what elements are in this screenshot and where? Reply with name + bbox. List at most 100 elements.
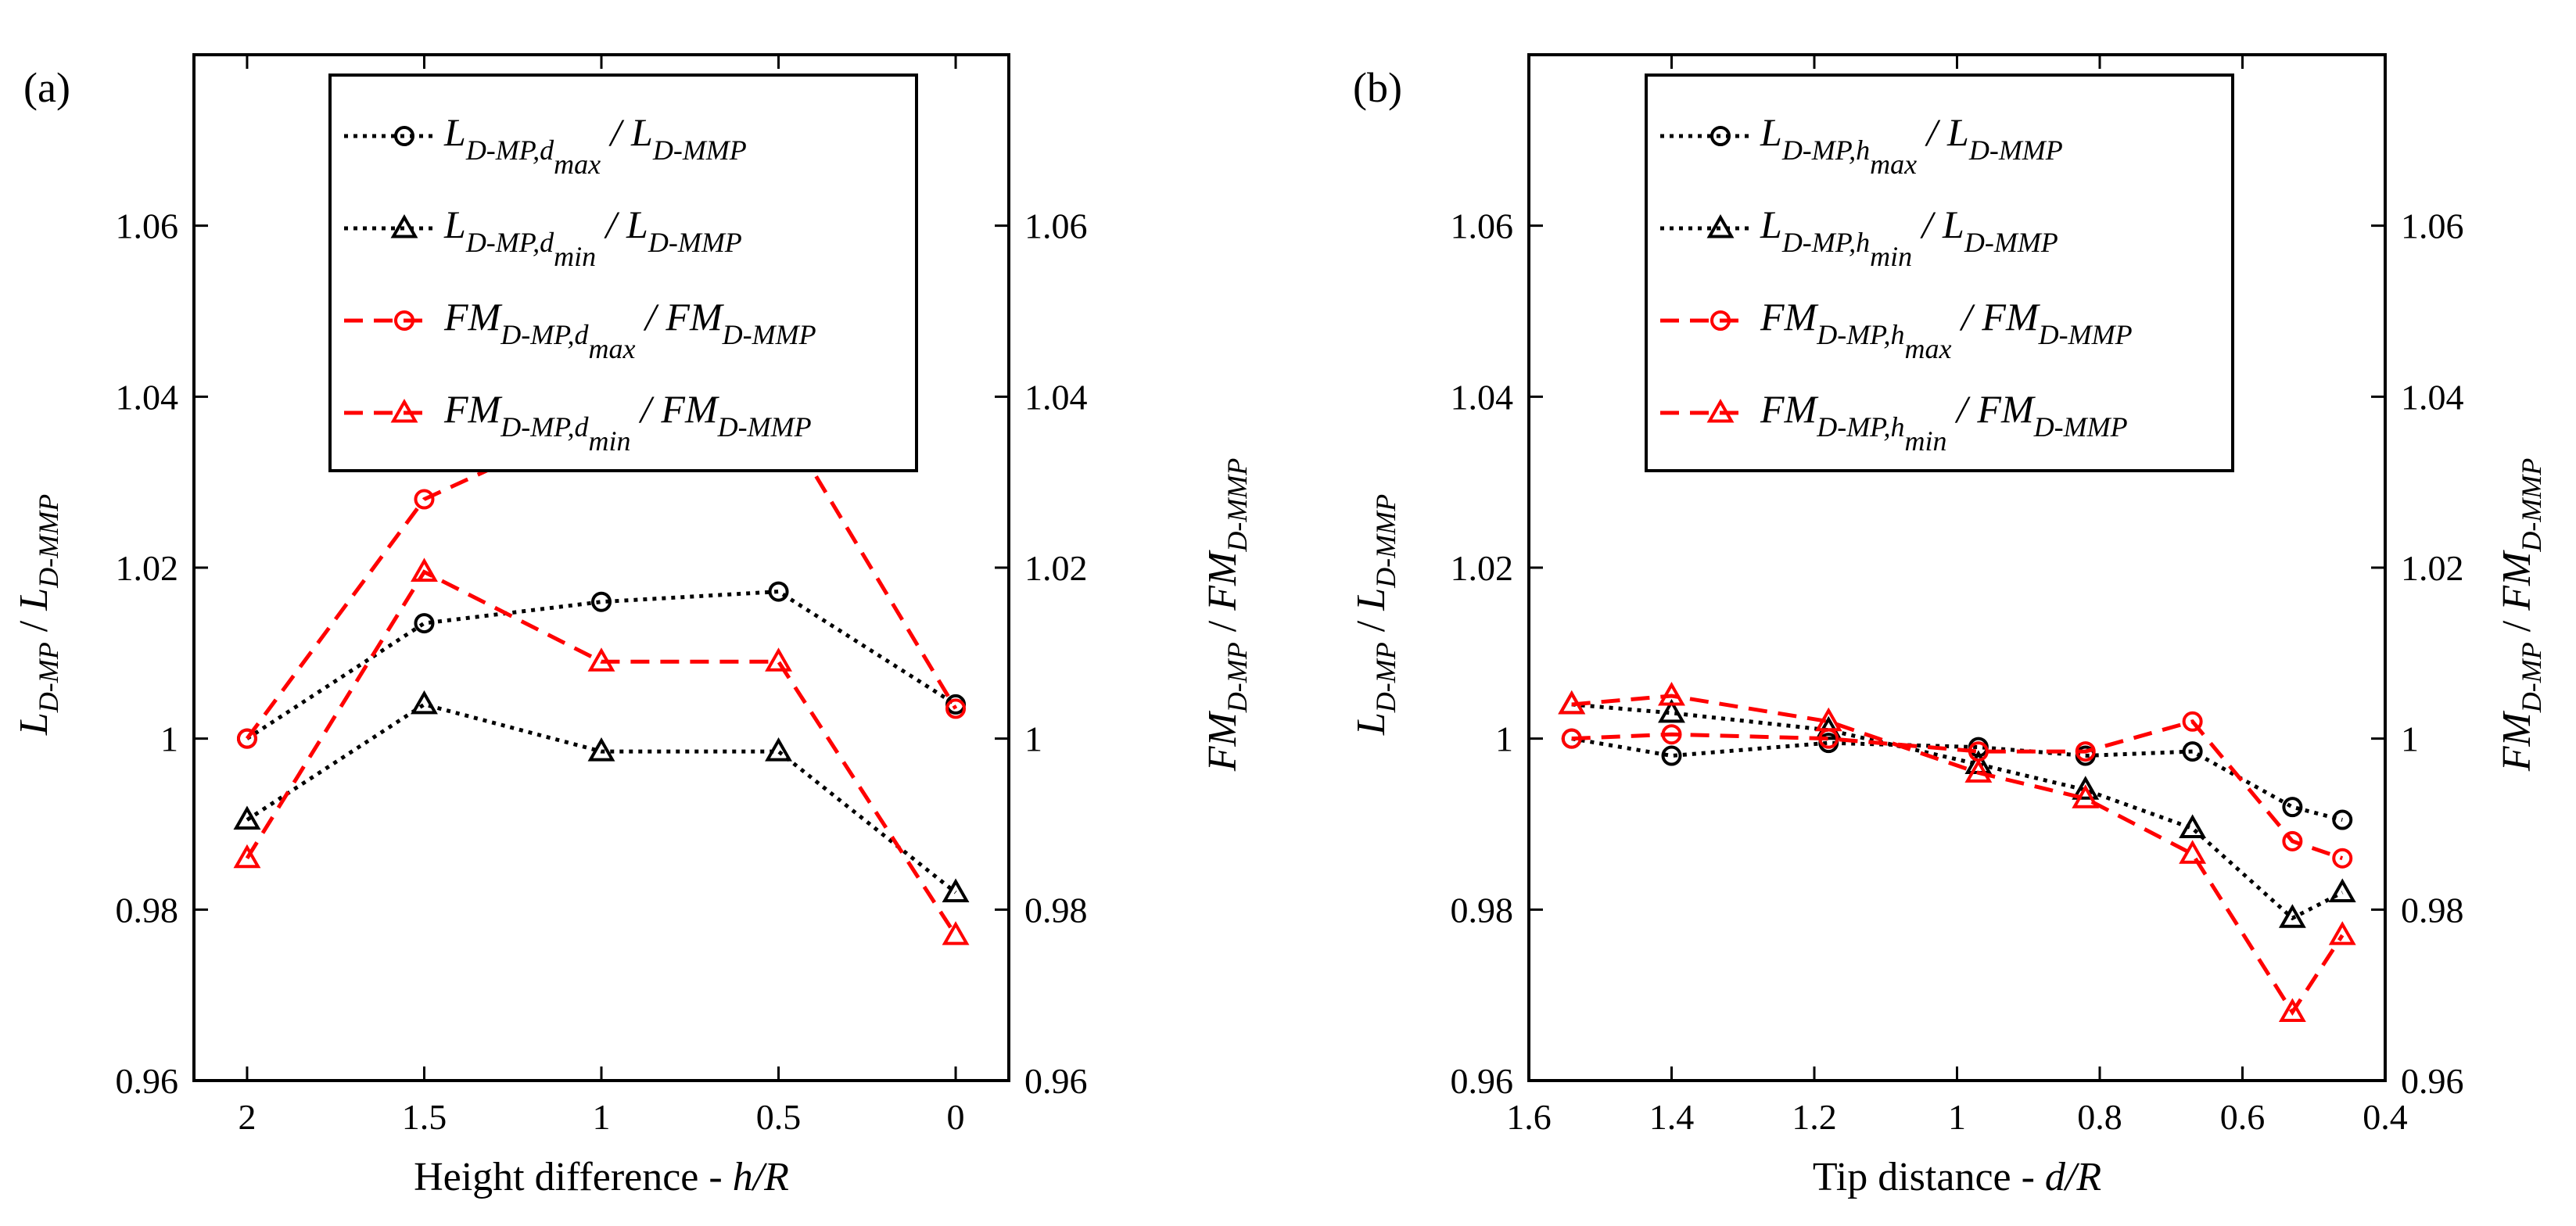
x-tick-label: 0.5 [756, 1097, 802, 1137]
data-point [2072, 776, 2100, 800]
legend-marker [1710, 310, 1731, 331]
data-point [2182, 711, 2203, 732]
series-line [245, 569, 958, 937]
legend-entry: LD-MP,dmax / LD-MMP [443, 110, 747, 180]
data-point [587, 737, 615, 762]
legend-entry: LD-MP,dmin / LD-MMP [443, 203, 742, 272]
data-point [2072, 784, 2100, 808]
x-tick-label: 1 [593, 1097, 611, 1137]
y-axis-title-left: LD-MP / LD-MMP [12, 494, 64, 736]
x-tick-label: 2 [238, 1097, 256, 1137]
x-tick-label: 1.2 [1792, 1097, 1837, 1137]
series-line [246, 590, 957, 740]
data-point [2179, 814, 2207, 838]
legend-entry: LD-MP,hmax / LD-MMP [1760, 110, 2063, 180]
legend-marker [1706, 213, 1735, 238]
data-point [765, 647, 792, 672]
series-line [1571, 694, 2345, 1016]
legend: LD-MP,dmax / LD-MMP LD-MP,dmin / LD-MMP FM… [328, 73, 918, 472]
legend-entry: FMD-MP,dmax / FMD-MMP [443, 295, 816, 364]
x-tick-label: 0.6 [2220, 1097, 2266, 1137]
panel-b: (b)1.6 1.4 1.2 1 0.8 0.6 0.40.96 0.960.98 0.981 1… [1349, 53, 2547, 1199]
data-point [945, 698, 967, 719]
y-tick-label-right: 1.02 [2401, 548, 2464, 588]
data-point [233, 805, 261, 830]
legend-marker [1706, 398, 1735, 423]
legend-entry: FMD-MP,hmax / FMD-MMP [1760, 295, 2133, 364]
y-axis-title-left: LD-MP / LD-MMP [1349, 494, 1401, 736]
data-point [1964, 758, 1993, 783]
x-tick-label: 1.5 [402, 1097, 447, 1137]
x-tick-label: 1 [1948, 1097, 1966, 1137]
x-tick-label: 1.6 [1506, 1097, 1552, 1137]
x-tick-label: 0.8 [2077, 1097, 2122, 1137]
series-line [1571, 719, 2344, 861]
y-tick-label-right: 1.06 [2401, 206, 2464, 246]
y-tick-label-left: 1 [160, 719, 178, 759]
y-tick-label-right: 0.98 [2401, 890, 2464, 930]
legend-entry: FMD-MP,dmin / FMD-MMP [443, 387, 812, 457]
data-point [1658, 698, 1685, 723]
series-3 [233, 557, 970, 945]
y-tick-label-left: 0.96 [1451, 1061, 1514, 1101]
data-point [942, 878, 970, 902]
data-point [411, 690, 438, 715]
y-tick-label-left: 0.98 [116, 890, 179, 930]
legend-entry: LD-MP,hmin / LD-MMP [1760, 203, 2058, 272]
data-point [1661, 724, 1682, 745]
data-point [2328, 878, 2356, 902]
panel-label: (a) [23, 64, 70, 111]
y-tick-label-right: 0.98 [1024, 890, 1088, 930]
y-tick-label-left: 1 [1495, 719, 1513, 759]
y-tick-label-left: 1.02 [116, 548, 179, 588]
y-tick-label-right: 1.04 [1024, 377, 1088, 417]
y-tick-label-left: 0.96 [116, 1061, 179, 1101]
series-0 [236, 581, 967, 749]
x-axis-title: Tip distance - d/R [1813, 1155, 2101, 1199]
data-point [2075, 741, 2096, 762]
data-point [2182, 741, 2203, 762]
data-point [1814, 707, 1842, 732]
y-tick-label-right: 0.96 [2401, 1061, 2464, 1101]
series-line [246, 702, 957, 894]
x-tick-label: 0 [947, 1097, 965, 1137]
series-line [1571, 737, 2343, 822]
y-tick-label-left: 0.98 [1451, 890, 1514, 930]
x-axis-title: Height difference - h/R [414, 1155, 789, 1199]
y-axis-title-right: FMD-MP / FMD-MMP [1200, 458, 1253, 773]
legend-marker [1710, 126, 1731, 146]
y-tick-label-right: 1.04 [2401, 377, 2464, 417]
data-point [587, 647, 615, 672]
data-point [765, 737, 792, 762]
panel-label: (b) [1353, 64, 1402, 111]
legend-marker [390, 398, 418, 423]
y-tick-label-left: 1.04 [1451, 377, 1514, 417]
y-tick-label-right: 0.96 [1024, 1061, 1088, 1101]
y-axis-title-right: FMD-MP / FMD-MMP [2495, 458, 2547, 773]
y-tick-label-left: 1.06 [1451, 206, 1514, 246]
data-point [411, 557, 438, 582]
data-point [591, 591, 612, 612]
legend-marker [394, 310, 414, 331]
data-point [1561, 728, 1582, 749]
series-2 [1561, 711, 2353, 869]
data-point [2179, 840, 2207, 864]
x-tick-label: 1.4 [1649, 1097, 1695, 1137]
panel-a: (a) 2 1.5 1 0.5 0 0.96 0.96 0.98 0.98 1 1 1.02 1.02 1.… [12, 53, 1253, 1199]
series-line [1571, 702, 2344, 921]
data-point [942, 921, 970, 945]
y-tick-label-left: 1.06 [116, 206, 179, 246]
data-point [1558, 690, 1586, 715]
data-point [1661, 745, 1682, 766]
legend-box [328, 73, 918, 472]
y-tick-label-right: 1.02 [1024, 548, 1088, 588]
data-point [414, 613, 435, 634]
data-point [414, 489, 435, 510]
data-point [2278, 904, 2306, 928]
legend-entry: FMD-MP,hmin / FMD-MMP [1760, 387, 2128, 457]
y-tick-label-left: 1.02 [1451, 548, 1514, 588]
y-tick-label-right: 1.06 [1024, 206, 1088, 246]
data-point [2282, 797, 2303, 818]
data-point [2328, 921, 2356, 945]
series-1 [233, 690, 970, 902]
